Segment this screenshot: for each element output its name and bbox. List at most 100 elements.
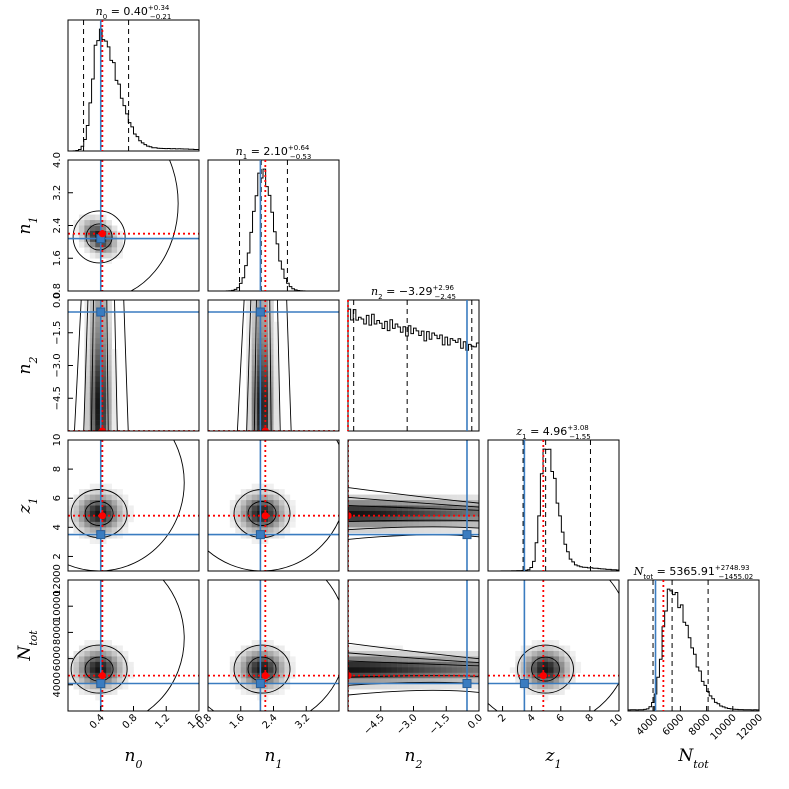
density-cell bbox=[68, 661, 74, 668]
density-cell bbox=[353, 678, 360, 685]
density-cell bbox=[89, 225, 96, 232]
density-cell bbox=[100, 667, 107, 674]
density-cell bbox=[251, 483, 258, 490]
density-cell bbox=[537, 683, 543, 690]
density-cell bbox=[364, 683, 371, 690]
density-cell bbox=[246, 420, 252, 426]
density-cell bbox=[84, 500, 91, 506]
density-cell bbox=[446, 683, 453, 690]
density-cell bbox=[268, 360, 274, 366]
density-cell bbox=[402, 521, 409, 528]
density-cell bbox=[391, 683, 398, 690]
density-cell bbox=[273, 672, 280, 679]
density-cell bbox=[268, 532, 274, 539]
density-cell bbox=[397, 510, 403, 517]
density-cell bbox=[84, 403, 91, 410]
density-cell bbox=[284, 516, 291, 523]
density-cell bbox=[111, 398, 118, 405]
xtick-label-n2: 0.0 bbox=[466, 712, 485, 731]
density-cell bbox=[531, 667, 538, 674]
density-cell bbox=[457, 505, 463, 512]
ytick-label-n2: −4.5 bbox=[52, 386, 63, 410]
density-cell bbox=[273, 370, 280, 377]
density-cell bbox=[106, 316, 112, 323]
density-cell bbox=[84, 650, 91, 657]
density-cell bbox=[251, 370, 258, 377]
density-cell bbox=[358, 516, 365, 523]
density-cell bbox=[111, 505, 118, 512]
density-cell bbox=[84, 527, 91, 534]
density-cell bbox=[240, 678, 247, 685]
density-cell bbox=[278, 656, 285, 663]
density-cell bbox=[273, 656, 280, 663]
density-cell bbox=[240, 645, 247, 652]
density-cell bbox=[100, 376, 107, 383]
density-cell bbox=[558, 661, 565, 668]
density-cell bbox=[273, 376, 280, 383]
density-cell bbox=[268, 494, 274, 501]
density-cell bbox=[537, 678, 543, 685]
density-cell bbox=[553, 667, 560, 674]
density-cell bbox=[348, 645, 354, 652]
hist-frame-z1 bbox=[487, 439, 620, 572]
density-cell bbox=[273, 338, 280, 344]
density-cell bbox=[268, 300, 274, 306]
density-cell bbox=[515, 667, 522, 674]
density-cell bbox=[268, 521, 274, 528]
density-cell bbox=[515, 656, 522, 663]
density-cell bbox=[375, 667, 382, 674]
density-cell bbox=[268, 672, 274, 679]
density-cell bbox=[117, 500, 123, 506]
density-cell bbox=[84, 521, 91, 528]
density-cell bbox=[473, 650, 479, 657]
density-cell bbox=[278, 661, 285, 668]
density-cell bbox=[358, 494, 365, 501]
density-cell bbox=[397, 661, 403, 668]
density-cell bbox=[473, 494, 479, 501]
density-cell bbox=[84, 343, 91, 350]
density-cell bbox=[262, 316, 269, 323]
density-cell bbox=[537, 689, 543, 695]
density-cell bbox=[526, 656, 532, 663]
ytick-label-Ntot: 4000 bbox=[52, 672, 63, 697]
density-cell bbox=[353, 661, 360, 668]
density-cell bbox=[531, 650, 538, 657]
density-cell bbox=[117, 667, 123, 674]
histogram-n2 bbox=[347, 308, 480, 431]
density-cell bbox=[542, 661, 549, 668]
density-cell bbox=[73, 521, 80, 528]
density-cell bbox=[89, 230, 96, 237]
density-cell bbox=[531, 640, 538, 646]
density-cell bbox=[84, 300, 91, 306]
density-cell bbox=[462, 650, 469, 657]
density-cell bbox=[402, 505, 409, 512]
density-cell bbox=[451, 678, 458, 685]
density-cell bbox=[235, 650, 242, 657]
density-cell bbox=[462, 505, 469, 512]
density-cell bbox=[89, 425, 96, 431]
density-cell bbox=[84, 387, 91, 394]
density-cell bbox=[117, 650, 123, 657]
density-cell bbox=[569, 667, 576, 674]
density-cell bbox=[100, 381, 107, 388]
density-cell bbox=[348, 505, 354, 512]
density-cell bbox=[537, 640, 543, 646]
density-cell bbox=[235, 494, 242, 501]
density-cell bbox=[106, 360, 112, 366]
density-cell bbox=[73, 516, 80, 523]
density-cell bbox=[278, 650, 285, 657]
density-cell bbox=[95, 327, 102, 334]
density-cell bbox=[240, 656, 247, 663]
density-cell bbox=[78, 683, 85, 690]
density-cell bbox=[369, 645, 376, 652]
density-cell bbox=[348, 661, 354, 668]
density-cell bbox=[402, 494, 409, 501]
density-cell bbox=[78, 510, 85, 517]
density-cell bbox=[424, 667, 431, 674]
density-cell bbox=[111, 689, 118, 695]
density-cell bbox=[391, 667, 398, 674]
density-cell bbox=[424, 650, 431, 657]
xlabel-n2: n2 bbox=[405, 746, 423, 771]
panel-n2-z1 bbox=[347, 439, 480, 572]
density-cell bbox=[457, 683, 463, 690]
